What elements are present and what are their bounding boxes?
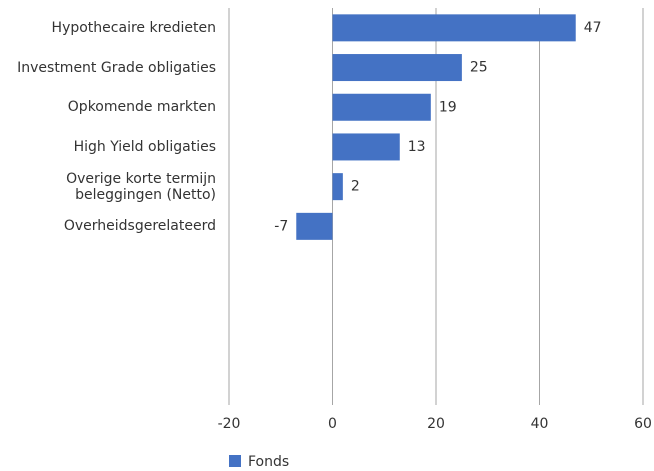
bar	[296, 212, 333, 240]
y-tick-label: Hypothecaire kredieten	[51, 19, 216, 36]
bar	[332, 14, 576, 42]
value-label: -7	[274, 218, 288, 234]
x-tick-label: 0	[328, 416, 337, 432]
x-tick-label: 20	[427, 416, 445, 432]
bar	[332, 54, 462, 82]
y-tick-label: Overheidsgerelateerd	[63, 218, 216, 235]
y-tick-label: Investment Grade obligaties	[17, 59, 216, 76]
value-label: 13	[408, 139, 426, 155]
bar	[332, 133, 400, 161]
x-tick-label: 40	[531, 416, 549, 432]
y-tick-label: Overige korte termijn beleggingen (Netto…	[66, 170, 216, 203]
y-tick-label: High Yield obligaties	[73, 138, 216, 155]
value-label: 2	[351, 179, 360, 195]
value-label: 25	[470, 60, 488, 76]
x-tick-label: 60	[634, 416, 652, 432]
x-tick-label: -20	[218, 416, 241, 432]
y-tick-label: Opkomende markten	[67, 99, 216, 116]
legend-label: Fonds	[248, 454, 289, 470]
value-label: 47	[584, 20, 602, 36]
bar	[332, 173, 343, 201]
legend-swatch	[229, 455, 241, 467]
value-label: 19	[439, 99, 457, 115]
bar	[332, 93, 431, 121]
